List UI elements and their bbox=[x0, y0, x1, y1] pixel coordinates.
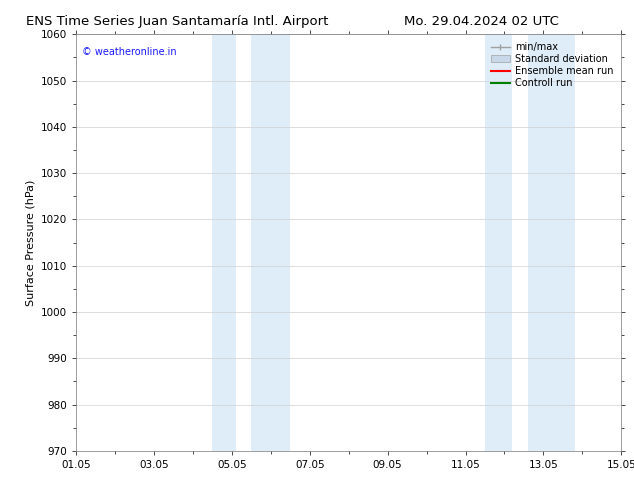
Bar bbox=[251, 34, 290, 451]
Legend: min/max, Standard deviation, Ensemble mean run, Controll run: min/max, Standard deviation, Ensemble me… bbox=[488, 39, 616, 91]
Bar bbox=[485, 34, 512, 451]
Bar bbox=[528, 34, 574, 451]
Bar bbox=[212, 34, 236, 451]
Text: ENS Time Series Juan Santamaría Intl. Airport: ENS Time Series Juan Santamaría Intl. Ai… bbox=[27, 15, 328, 28]
Text: © weatheronline.in: © weatheronline.in bbox=[82, 47, 176, 57]
Text: Mo. 29.04.2024 02 UTC: Mo. 29.04.2024 02 UTC bbox=[404, 15, 559, 28]
Y-axis label: Surface Pressure (hPa): Surface Pressure (hPa) bbox=[25, 179, 36, 306]
